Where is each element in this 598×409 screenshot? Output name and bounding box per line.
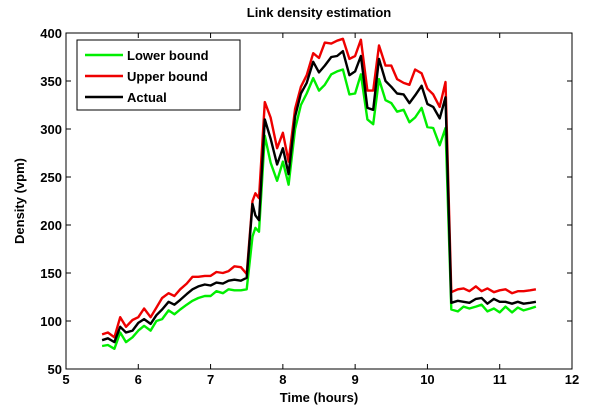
y-tick-label: 200 [40,218,62,233]
x-axis-label: Time (hours) [280,390,359,405]
y-axis-label: Density (vpm) [12,158,27,244]
x-tick-label: 5 [62,372,69,387]
y-tick-label: 250 [40,170,62,185]
y-tick-label: 100 [40,314,62,329]
x-tick-label: 10 [420,372,434,387]
x-tick-label: 8 [279,372,286,387]
x-tick-label: 9 [352,372,359,387]
legend-label-actual: Actual [127,90,167,105]
legend-label-upper-bound: Upper bound [127,69,208,84]
legend: Lower bound Upper bound Actual [76,39,241,111]
y-tick-label: 150 [40,266,62,281]
chart-title: Link density estimation [247,5,392,20]
y-axis: 50 100 150 200 250 300 350 400 [40,26,572,377]
x-tick-label: 12 [565,372,579,387]
x-axis: 5 6 7 8 9 10 11 12 [62,33,579,387]
x-tick-label: 7 [207,372,214,387]
y-tick-label: 350 [40,74,62,89]
y-tick-label: 300 [40,122,62,137]
series-lines [101,37,537,350]
series-line-actual [101,50,537,344]
x-tick-label: 11 [493,372,507,387]
x-tick-label: 6 [135,372,142,387]
legend-label-lower-bound: Lower bound [127,48,209,63]
y-tick-label: 50 [48,362,62,377]
series-line-upper-bound [101,37,537,339]
series-line-lower-bound [101,68,537,350]
y-tick-label: 400 [40,26,62,41]
